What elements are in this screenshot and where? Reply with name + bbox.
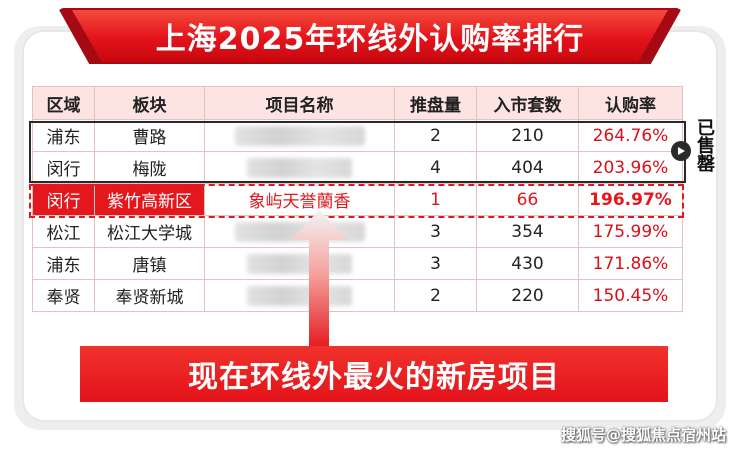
- cell-rate: 150.45%: [578, 279, 683, 312]
- cell-project: [204, 151, 395, 184]
- table-row: 浦东 曹路 2 210 264.76%: [32, 119, 683, 152]
- cell-district: 奉贤: [32, 279, 95, 312]
- cell-units: 404: [476, 151, 579, 184]
- table-row: 闵行 梅陇 4 404 203.96%: [32, 151, 683, 184]
- cell-units: 220: [476, 279, 579, 312]
- play-arrow-icon: [671, 141, 691, 161]
- cell-units: 210: [476, 119, 579, 152]
- table-header-row: 区域 板块 项目名称 推盘量 入市套数 认购率: [32, 86, 683, 120]
- cell-district: 浦东: [32, 119, 95, 152]
- cell-rate: 175.99%: [578, 215, 683, 248]
- cell-block: 梅陇: [94, 151, 205, 184]
- ranking-table: 区域 板块 项目名称 推盘量 入市套数 认购率 浦东 曹路 2 210 264.…: [32, 86, 683, 312]
- cell-rate: 171.86%: [578, 247, 683, 280]
- blurred-project-name: [234, 125, 365, 146]
- cell-district: 闵行: [32, 151, 95, 184]
- header-supply: 推盘量: [394, 86, 477, 120]
- cell-supply: 3: [394, 247, 477, 280]
- cell-rate: 203.96%: [578, 151, 683, 184]
- cell-supply: 1: [394, 183, 477, 216]
- cell-block: 曹路: [94, 119, 205, 152]
- page-title: 上海2025年环线外认购率排行: [155, 22, 585, 57]
- cell-block: 松江大学城: [94, 215, 205, 248]
- cell-rate: 264.76%: [578, 119, 683, 152]
- header-block: 板块: [94, 86, 205, 120]
- header-project: 项目名称: [204, 86, 395, 120]
- cell-project: 象屿天誉蘭香: [204, 183, 395, 216]
- cell-project: [204, 119, 395, 152]
- title-banner: 上海2025年环线外认购率排行: [72, 10, 668, 62]
- cell-units: 66: [476, 183, 579, 216]
- table-row: 奉贤 奉贤新城 2 220 150.45%: [32, 279, 683, 312]
- table-row: 松江 松江大学城 3 354 175.99%: [32, 215, 683, 248]
- cell-block: 唐镇: [94, 247, 205, 280]
- ranking-table-area: 区域 板块 项目名称 推盘量 入市套数 认购率 浦东 曹路 2 210 264.…: [32, 86, 683, 312]
- cell-supply: 3: [394, 215, 477, 248]
- header-units: 入市套数: [476, 86, 579, 120]
- cell-district: 松江: [32, 215, 95, 248]
- slogan-text: 现在环线外最火的新房项目: [188, 360, 560, 395]
- sold-out-label: 已售罄: [694, 118, 715, 172]
- cell-units: 354: [476, 215, 579, 248]
- cell-district: 闵行: [32, 183, 95, 216]
- cell-district: 浦东: [32, 247, 95, 280]
- cell-block: 奉贤新城: [94, 279, 205, 312]
- cell-block: 紫竹高新区: [94, 183, 205, 216]
- watermark: 搜狐号@搜狐焦点宿州站: [560, 426, 726, 444]
- cell-supply: 2: [394, 279, 477, 312]
- header-rate: 认购率: [578, 86, 683, 120]
- cell-rate: 196.97%: [578, 183, 683, 216]
- cell-supply: 2: [394, 119, 477, 152]
- cell-units: 430: [476, 247, 579, 280]
- header-district: 区域: [32, 86, 95, 120]
- cell-supply: 4: [394, 151, 477, 184]
- up-arrow-icon: [291, 210, 347, 350]
- blurred-project-name: [247, 157, 352, 178]
- slogan-banner: 现在环线外最火的新房项目: [80, 346, 668, 402]
- highlighted-table-row: 闵行 紫竹高新区 象屿天誉蘭香 1 66 196.97%: [32, 183, 683, 216]
